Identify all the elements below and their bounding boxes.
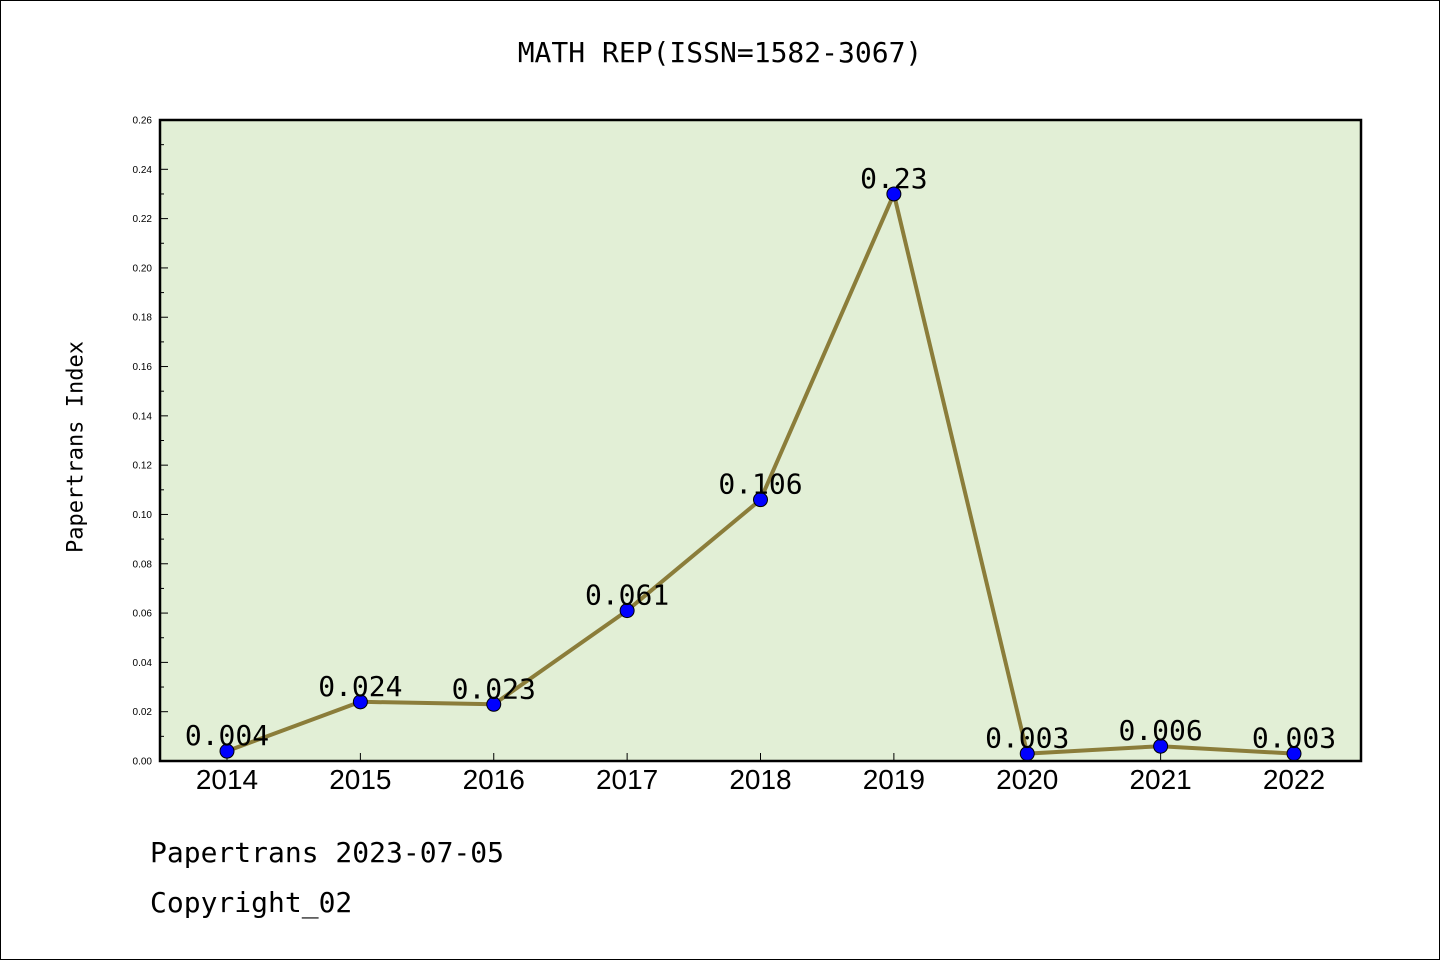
data-label: 0.023 [452,672,536,705]
data-point [619,603,635,619]
chart-title: MATH REP(ISSN=1582-3067) [517,36,923,69]
x-tick-label: 2019 [863,764,925,795]
x-tick-label: 2018 [729,764,791,795]
data-point [1153,738,1169,754]
data-point [486,696,502,712]
y-tick-label: 0.10 [133,510,153,521]
data-point [352,694,368,710]
x-tick-label: 2020 [996,764,1058,795]
data-label: 0.003 [985,722,1069,755]
y-tick-label: 0.20 [133,263,153,274]
x-tick-label: 2016 [463,764,525,795]
x-tick-label: 2015 [329,764,391,795]
data-label: 0.061 [585,579,669,612]
y-tick-label: 0.08 [133,559,153,570]
x-tick-label: 2017 [596,764,658,795]
y-tick-label: 0.12 [133,461,153,472]
data-label: 0.006 [1118,714,1202,747]
data-point [886,186,902,202]
y-tick-label: 0.26 [133,116,153,127]
x-tick-label: 2022 [1263,764,1325,795]
x-tick-label: 2014 [196,764,258,795]
footer-copyright: Copyright_02 [150,886,353,919]
y-tick-label: 0.22 [133,214,153,225]
y-tick-label: 0.00 [133,757,153,768]
data-label: 0.003 [1252,722,1336,755]
y-tick-label: 0.02 [133,707,153,718]
y-tick-label: 0.04 [133,658,153,669]
data-label: 0.106 [718,468,802,501]
data-label: 0.23 [860,162,927,195]
footer-date: Papertrans 2023-07-05 [150,836,505,869]
data-label: 0.024 [318,670,402,703]
data-point [753,492,768,508]
y-tick-label: 0.06 [133,609,153,620]
x-tick-label: 2021 [1129,764,1191,795]
y-tick-label: 0.18 [133,313,153,324]
y-tick-label: 0.24 [133,165,153,176]
data-label: 0.004 [185,719,269,752]
plot-frame [158,118,1363,763]
y-tick-label: 0.16 [133,362,153,373]
y-tick-label: 0.14 [133,411,153,422]
plot-area [160,120,1361,761]
data-point [219,743,235,759]
